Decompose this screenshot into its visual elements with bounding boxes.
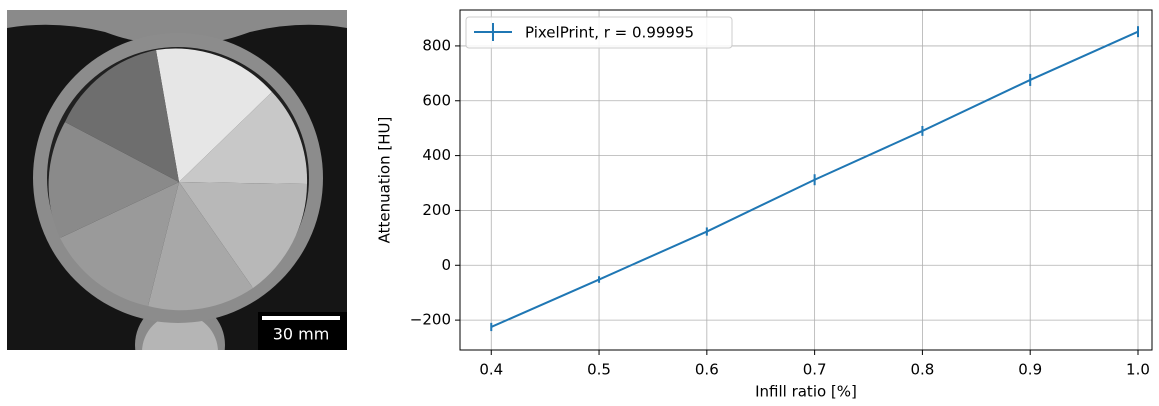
wedge — [179, 182, 307, 288]
legend-box — [465, 16, 733, 49]
y-tick-label: 400 — [422, 146, 451, 164]
wedge — [60, 182, 179, 306]
wedge — [179, 92, 308, 184]
image-clip — [7, 350, 347, 402]
scale-bar — [262, 316, 340, 320]
y-tick-label: 600 — [422, 91, 451, 109]
ct-image: 30 mm — [7, 10, 347, 402]
x-tick-label: 0.7 — [803, 361, 827, 379]
y-axis-label: Attenuation [HU] — [376, 117, 394, 244]
x-tick-label: 0.8 — [910, 361, 934, 379]
axes-frame — [459, 9, 1153, 351]
wedge — [65, 50, 179, 182]
x-tick-label: 0.5 — [587, 361, 611, 379]
wedge — [148, 182, 253, 311]
y-tick-label: 200 — [422, 201, 451, 219]
wedge — [156, 48, 272, 182]
wedge — [48, 122, 180, 238]
phantom-disk — [48, 48, 308, 311]
legend-label: PixelPrint, r = 0.99995 — [525, 24, 694, 42]
x-tick-label: 1.0 — [1126, 361, 1150, 379]
scale-bar-label: 30 mm — [273, 325, 330, 344]
y-tick-label: 800 — [422, 36, 451, 54]
x-tick-label: 0.6 — [695, 361, 719, 379]
x-tick-label: 0.4 — [479, 361, 503, 379]
plot: 0.4 0.5 0.6 0.7 0.8 0.9 1.0 −200 0 200 400 600 800 In… — [376, 9, 1153, 401]
y-tick-label: −200 — [410, 311, 451, 329]
x-tick-label: 0.9 — [1018, 361, 1042, 379]
y-tick-label: 0 — [441, 256, 451, 274]
x-axis-label: Infill ratio [%] — [755, 383, 857, 401]
